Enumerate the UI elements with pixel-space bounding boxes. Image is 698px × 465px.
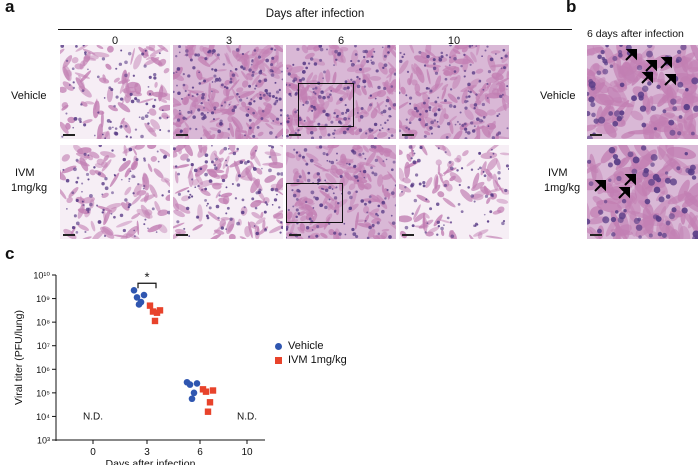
y-axis-label: Viral titer (PFU/lung) bbox=[13, 310, 25, 405]
data-point-ivm bbox=[206, 399, 214, 406]
scale-bar bbox=[176, 134, 188, 136]
histology-tile-ivm-day0 bbox=[60, 145, 170, 239]
panel-b-title: 6 days after infection bbox=[587, 28, 684, 40]
panel-b-letter: b bbox=[566, 0, 577, 16]
x-tick-label: 0 bbox=[90, 447, 96, 458]
histology-tile-vehicle-day10 bbox=[399, 45, 509, 139]
histology-tile-vehicle-day0 bbox=[60, 45, 170, 139]
legend-ivm-marker bbox=[275, 357, 282, 364]
x-tick-label: 6 bbox=[197, 447, 203, 458]
data-point-ivm bbox=[146, 302, 154, 309]
data-point-vehicle bbox=[186, 381, 194, 388]
scale-bar bbox=[289, 234, 301, 236]
data-point-vehicle bbox=[193, 380, 201, 387]
panel-b-row-ivm-dose: 1mg/kg bbox=[544, 182, 581, 194]
day-label-6: 6 bbox=[337, 35, 345, 47]
scale-bar bbox=[402, 234, 414, 236]
y-tick-label: 10⁶ bbox=[36, 365, 50, 375]
arrow-icon bbox=[664, 74, 676, 86]
histology-tile-vehicle-day6 bbox=[286, 45, 396, 139]
arrow-icon bbox=[624, 174, 636, 186]
data-point-ivm bbox=[209, 387, 217, 394]
arrow-icon bbox=[625, 49, 637, 61]
arrow-icon bbox=[645, 60, 657, 72]
legend-vehicle-label: Vehicle bbox=[288, 340, 324, 352]
data-point-ivm bbox=[204, 408, 212, 415]
y-tick-label: 10⁴ bbox=[36, 412, 50, 422]
data-point-vehicle bbox=[188, 395, 196, 403]
day-label-3: 3 bbox=[225, 35, 233, 47]
data-point-ivm bbox=[151, 317, 159, 325]
y-tick-label: 10¹⁰ bbox=[33, 271, 50, 281]
scale-bar bbox=[289, 134, 301, 136]
y-tick-label: 10⁵ bbox=[36, 388, 50, 398]
scale-bar bbox=[590, 134, 602, 136]
panel-a-header: Days after infection bbox=[265, 8, 365, 20]
data-point-ivm bbox=[153, 309, 161, 316]
histology-tile-ivm-day10 bbox=[399, 145, 509, 239]
data-point-vehicle bbox=[130, 287, 138, 294]
panel-a-letter: a bbox=[5, 0, 15, 16]
panel-b-row-vehicle: Vehicle bbox=[540, 90, 576, 102]
legend-ivm-label: IVM 1mg/kg bbox=[288, 354, 347, 366]
y-tick-label: 10³ bbox=[37, 436, 50, 446]
significance-bracket bbox=[137, 282, 157, 289]
row-label-ivm-dose: 1mg/kg bbox=[11, 182, 48, 194]
scale-bar bbox=[590, 234, 602, 236]
scale-bar bbox=[402, 134, 414, 136]
zoom-tile-ivm bbox=[587, 145, 698, 239]
scale-bar bbox=[63, 234, 75, 236]
arrow-icon bbox=[641, 72, 653, 84]
zoom-tile-vehicle bbox=[587, 45, 698, 139]
zoom-box-ivm-day6 bbox=[286, 183, 343, 223]
histology-tile-vehicle-day3 bbox=[173, 45, 283, 139]
day-label-0: 0 bbox=[111, 35, 119, 47]
y-tick-label: 10⁹ bbox=[36, 294, 50, 304]
x-tick-label: 10 bbox=[241, 447, 253, 458]
row-label-ivm: IVM bbox=[15, 167, 35, 179]
zoom-box-vehicle-day6 bbox=[298, 83, 354, 127]
panel-c-letter: c bbox=[5, 244, 15, 263]
viral-titer-chart: 10³ 10⁴ 10⁵ 10⁶ 10⁷ 10⁸ 10⁹ 10¹⁰ 0 3 6 10 Days after… bbox=[13, 269, 265, 465]
arrow-icon bbox=[594, 180, 606, 192]
nd-label: N.D. bbox=[237, 411, 257, 422]
row-label-vehicle: Vehicle bbox=[11, 90, 47, 102]
x-tick-label: 3 bbox=[144, 447, 150, 458]
histology-tile-ivm-day3 bbox=[173, 145, 283, 239]
scale-bar bbox=[63, 134, 75, 136]
data-point-vehicle bbox=[190, 389, 198, 397]
panel-a-header-rule bbox=[58, 29, 572, 30]
nd-label: N.D. bbox=[83, 411, 103, 422]
legend-vehicle-marker bbox=[275, 343, 282, 350]
y-tick-label: 10⁷ bbox=[37, 341, 50, 351]
significance-star: * bbox=[144, 269, 149, 284]
data-point-vehicle bbox=[140, 291, 148, 299]
data-point-vehicle bbox=[135, 301, 143, 308]
data-point-vehicle bbox=[133, 294, 141, 301]
data-point-ivm bbox=[149, 308, 157, 315]
arrow-icon bbox=[660, 57, 672, 69]
x-axis-label: Days after infection bbox=[106, 458, 196, 465]
data-point-ivm bbox=[202, 388, 210, 395]
histology-tile-ivm-day6 bbox=[286, 145, 396, 239]
day-label-10: 10 bbox=[447, 35, 461, 47]
scale-bar bbox=[176, 234, 188, 236]
y-tick-label: 10⁸ bbox=[36, 318, 50, 328]
panel-b-row-ivm: IVM bbox=[548, 167, 568, 179]
arrow-icon bbox=[618, 187, 630, 199]
